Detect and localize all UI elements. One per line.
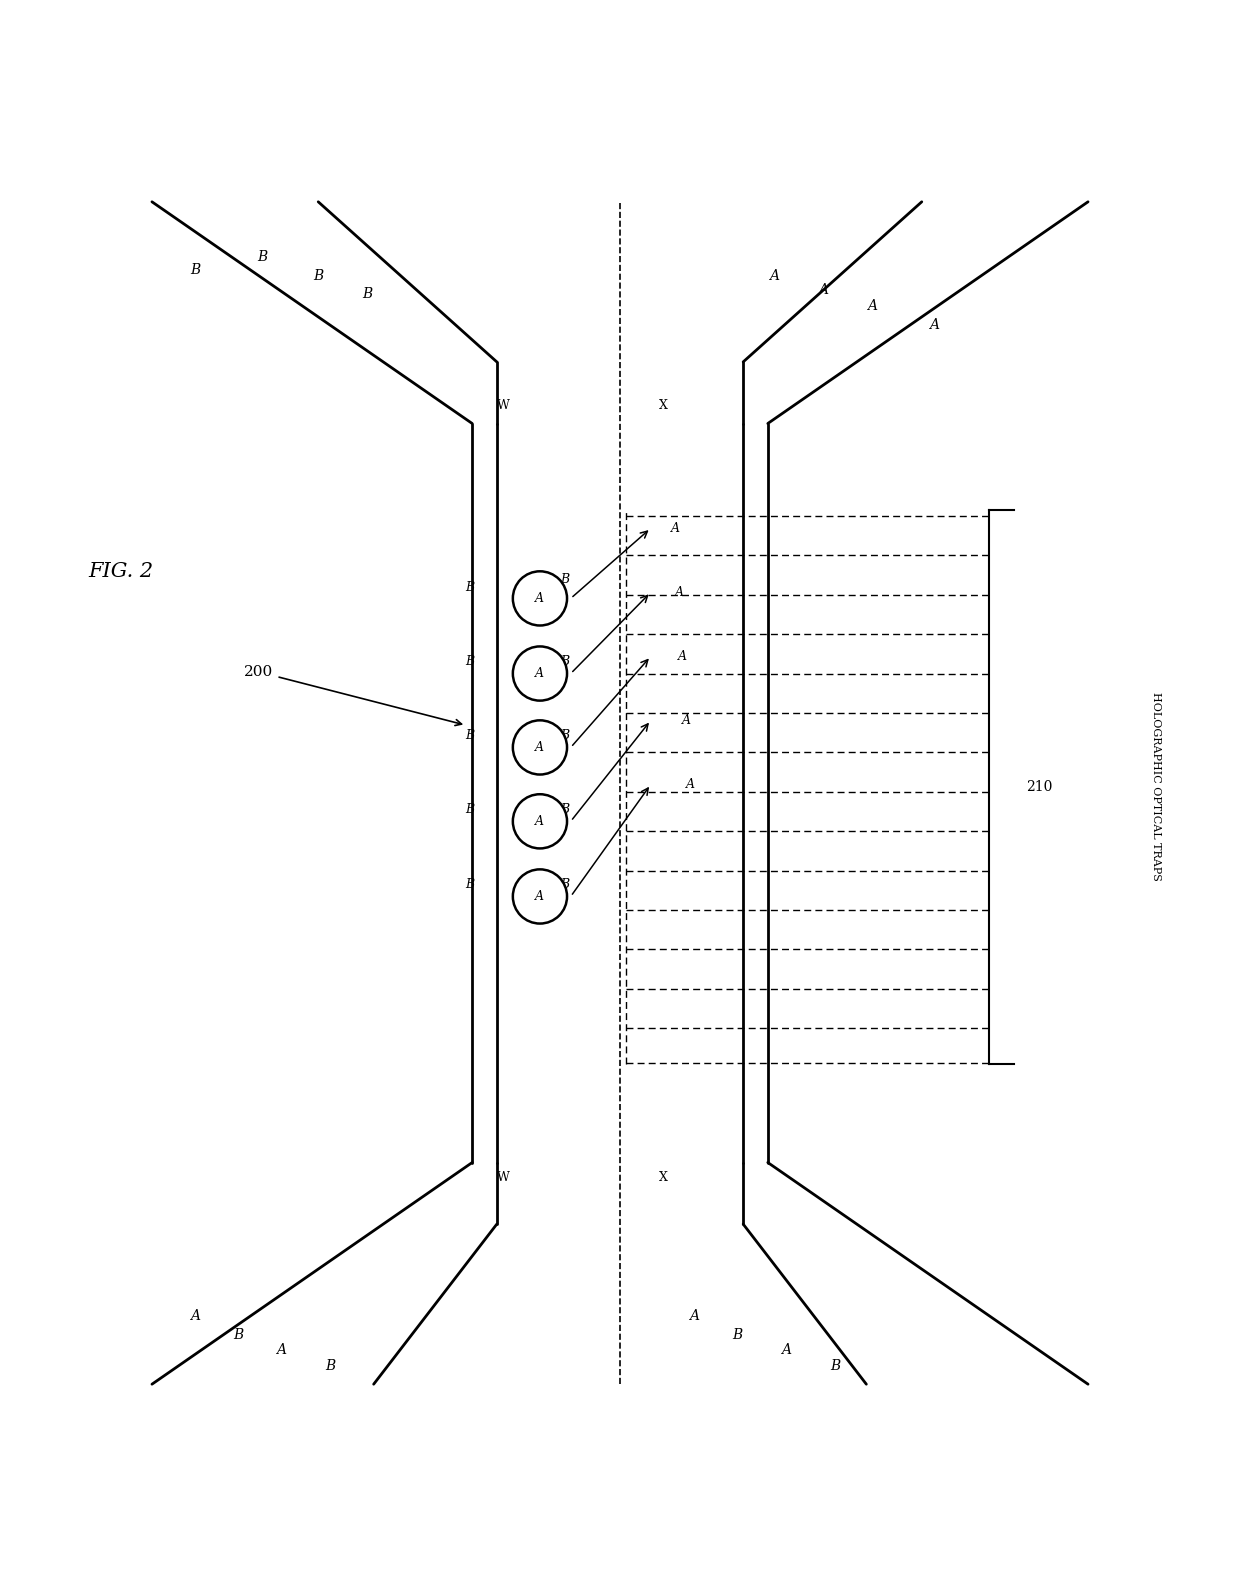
Text: B: B (325, 1359, 336, 1373)
Text: W: W (496, 398, 510, 411)
Circle shape (513, 571, 567, 625)
Text: 210: 210 (1025, 780, 1052, 795)
Text: X: X (658, 398, 667, 411)
Text: A: A (536, 890, 544, 902)
Text: A: A (678, 650, 687, 663)
Text: HOLOGRAPHIC OPTICAL TRAPS: HOLOGRAPHIC OPTICAL TRAPS (1151, 693, 1161, 882)
Text: B: B (314, 268, 324, 282)
Text: A: A (686, 777, 694, 791)
Text: B: B (560, 877, 569, 891)
Text: A: A (277, 1343, 286, 1356)
Text: B: B (190, 263, 200, 276)
Text: A: A (671, 522, 680, 534)
Text: A: A (190, 1310, 200, 1323)
Text: FIG. 2: FIG. 2 (88, 561, 154, 580)
Text: B: B (560, 655, 569, 668)
Text: B: B (465, 655, 474, 668)
Text: A: A (682, 714, 691, 726)
Circle shape (513, 720, 567, 774)
Text: A: A (818, 284, 828, 298)
Text: A: A (675, 585, 683, 600)
Text: A: A (536, 592, 544, 604)
Text: B: B (560, 574, 569, 587)
Text: B: B (465, 877, 474, 891)
Text: B: B (560, 803, 569, 815)
Text: B: B (465, 580, 474, 593)
Text: A: A (536, 815, 544, 828)
Text: B: B (831, 1359, 841, 1373)
Text: A: A (781, 1343, 791, 1356)
Circle shape (513, 647, 567, 701)
Circle shape (513, 795, 567, 849)
Text: A: A (536, 741, 544, 753)
Text: X: X (658, 1170, 667, 1183)
Text: B: B (560, 728, 569, 742)
Text: A: A (689, 1310, 699, 1323)
Text: A: A (929, 317, 939, 331)
Circle shape (513, 869, 567, 923)
Text: B: B (258, 251, 268, 265)
Text: B: B (732, 1327, 742, 1342)
Text: A: A (769, 268, 779, 282)
Text: 200: 200 (244, 665, 461, 725)
Text: B: B (362, 287, 373, 301)
Text: B: B (465, 728, 474, 742)
Text: W: W (496, 1170, 510, 1183)
Text: B: B (233, 1327, 243, 1342)
Text: A: A (868, 300, 878, 314)
Text: A: A (536, 668, 544, 680)
Text: B: B (465, 803, 474, 815)
